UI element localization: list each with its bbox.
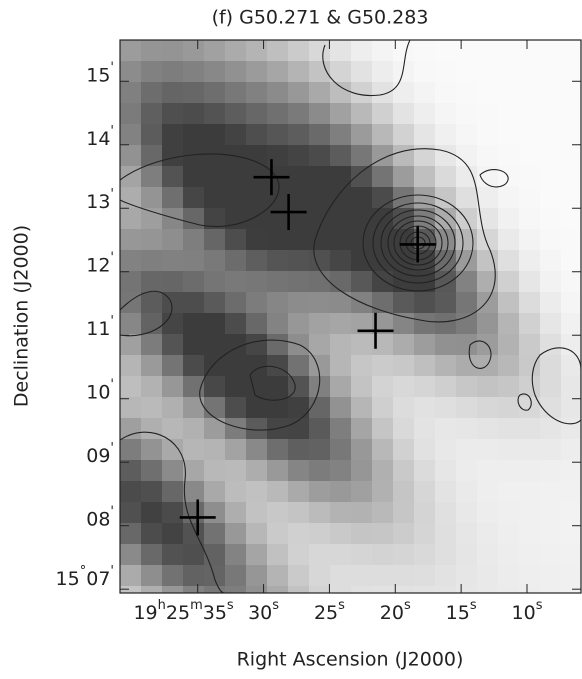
y-tick-label: 10' [86, 378, 114, 404]
y-tick-label: 12' [86, 251, 114, 277]
chart: (f) G50.271 & G50.283 Right Ascension (J… [0, 0, 582, 675]
x-tick-label: 30s [248, 598, 279, 624]
y-tick-label: 11' [86, 314, 114, 340]
y-tick-label: 09' [86, 441, 114, 467]
x-tick-label: 25s [314, 598, 345, 624]
x-tick-label: 20s [380, 598, 411, 624]
y-tick-label: 14' [86, 124, 114, 150]
y-tick-label: 15°07' [56, 564, 114, 590]
y-axis-label: Declination (J2000) [11, 225, 33, 407]
x-tick-label: 19h25m35s [133, 598, 233, 624]
x-tick-label: 15s [446, 598, 477, 624]
x-tick-label: 10s [512, 598, 543, 624]
y-tick-label: 13' [86, 187, 114, 213]
y-tick-label: 15' [86, 60, 114, 86]
y-tick-label: 08' [86, 505, 114, 531]
x-axis-label: Right Ascension (J2000) [237, 649, 464, 671]
intensity-image [120, 40, 582, 607]
chart-title: (f) G50.271 & G50.283 [212, 7, 429, 29]
